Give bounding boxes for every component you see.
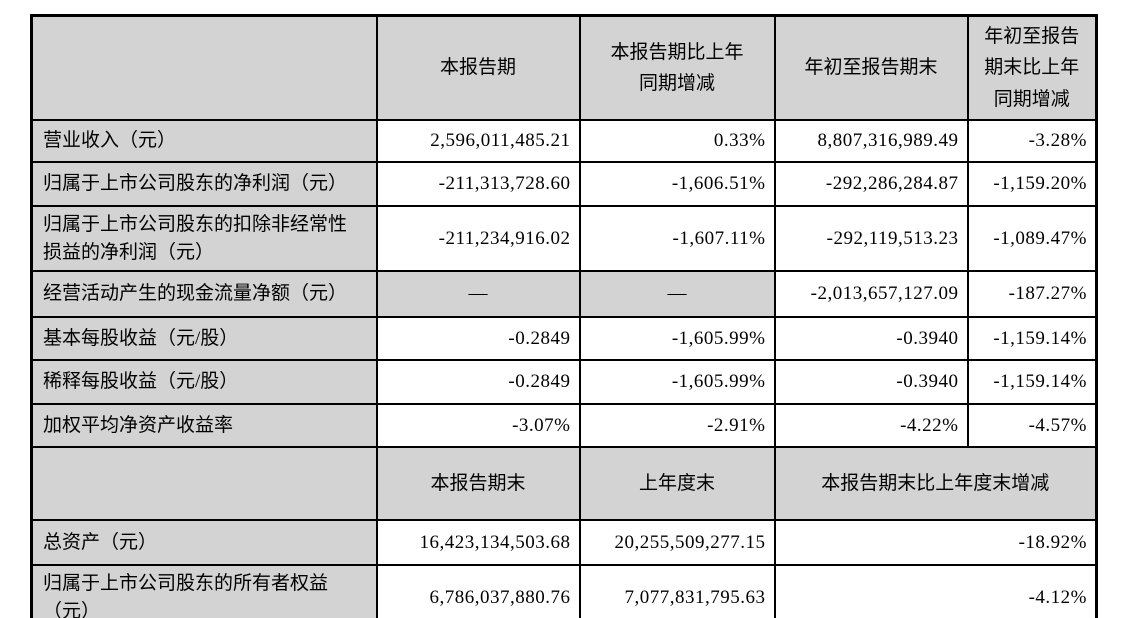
- row-label-equity-attributable-to-shareholders: 归属于上市公司股东的所有者权益 （元）: [30, 564, 378, 618]
- cell-value: -187.27%: [966, 270, 1098, 319]
- table-row: 本报告期 本报告期比上年 同期增减 年初至报告期末 年初至报告 期末比上年 同期…: [30, 14, 1098, 122]
- cell-value: -18.92%: [773, 519, 1098, 567]
- header-year-to-date: 年初至报告期末: [773, 14, 969, 122]
- cell-value: 8,807,316,989.49: [773, 119, 969, 164]
- cell-value: 0.33%: [578, 119, 776, 164]
- cell-value: 2,596,011,485.21: [375, 119, 581, 164]
- cell-value: -1,605.99%: [578, 316, 776, 362]
- cell-value: -4.12%: [773, 564, 1098, 618]
- row-label-total-assets: 总资产（元）: [30, 519, 378, 567]
- row-label-net-profit-excl-nonrecurring: 归属于上市公司股东的扣除非经常性 损益的净利润（元）: [30, 205, 378, 273]
- table-row: 归属于上市公司股东的所有者权益 （元） 6,786,037,880.76 7,0…: [30, 564, 1098, 618]
- cell-value: -1,607.11%: [578, 205, 776, 273]
- cell-value: -1,089.47%: [966, 205, 1098, 273]
- cell-empty-dash: —: [578, 270, 776, 319]
- cell-value: -0.2849: [375, 316, 581, 362]
- cell-value: -3.07%: [375, 403, 581, 449]
- cell-value: -4.22%: [773, 403, 969, 449]
- table-row: 归属于上市公司股东的净利润（元） -211,313,728.60 -1,606.…: [30, 161, 1098, 208]
- cell-value: -1,159.14%: [966, 359, 1098, 406]
- cell-value: -292,286,284.87: [773, 161, 969, 208]
- cell-value: -2,013,657,127.09: [773, 270, 969, 319]
- table-row: 经营活动产生的现金流量净额（元） — — -2,013,657,127.09 -…: [30, 270, 1098, 319]
- row-label-basic-eps: 基本每股收益（元/股）: [30, 316, 378, 362]
- cell-empty-dash: —: [375, 270, 581, 319]
- header-end-of-prior-year: 上年度末: [578, 446, 776, 522]
- header-end-of-period: 本报告期末: [375, 446, 581, 522]
- cell-value: 20,255,509,277.15: [578, 519, 776, 567]
- cell-value: -1,606.51%: [578, 161, 776, 208]
- cell-value: -1,159.20%: [966, 161, 1098, 208]
- table-row: 营业收入（元） 2,596,011,485.21 0.33% 8,807,316…: [30, 119, 1098, 164]
- table-row: 归属于上市公司股东的扣除非经常性 损益的净利润（元） -211,234,916.…: [30, 205, 1098, 273]
- cell-value: 16,423,134,503.68: [375, 519, 581, 567]
- financial-summary-table: 本报告期 本报告期比上年 同期增减 年初至报告期末 年初至报告 期末比上年 同期…: [30, 14, 1098, 618]
- table-row: 总资产（元） 16,423,134,503.68 20,255,509,277.…: [30, 519, 1098, 567]
- header-current-vs-prior-year: 本报告期比上年 同期增减: [578, 14, 776, 122]
- cell-value: -4.57%: [966, 403, 1098, 449]
- row-label-net-profit: 归属于上市公司股东的净利润（元）: [30, 161, 378, 208]
- row-label-diluted-eps: 稀释每股收益（元/股）: [30, 359, 378, 406]
- cell-value: -0.3940: [773, 359, 969, 406]
- header-period-end-vs-prior-year-end: 本报告期末比上年度末增减: [773, 446, 1098, 522]
- table-row: 稀释每股收益（元/股） -0.2849 -1,605.99% -0.3940 -…: [30, 359, 1098, 406]
- header-current-period: 本报告期: [375, 14, 581, 122]
- table-row: 本报告期末 上年度末 本报告期末比上年度末增减: [30, 446, 1098, 522]
- cell-value: -0.3940: [773, 316, 969, 362]
- cell-value: -1,605.99%: [578, 359, 776, 406]
- cell-value: -3.28%: [966, 119, 1098, 164]
- table-row: 基本每股收益（元/股） -0.2849 -1,605.99% -0.3940 -…: [30, 316, 1098, 362]
- cell-value: -2.91%: [578, 403, 776, 449]
- cell-value: -211,234,916.02: [375, 205, 581, 273]
- row-label-weighted-avg-roe: 加权平均净资产收益率: [30, 403, 378, 449]
- row-label-operating-cash-flow: 经营活动产生的现金流量净额（元）: [30, 270, 378, 319]
- corner-cell: [30, 446, 378, 522]
- cell-value: -1,159.14%: [966, 316, 1098, 362]
- header-ytd-vs-prior-year: 年初至报告 期末比上年 同期增减: [966, 14, 1098, 122]
- table-row: 加权平均净资产收益率 -3.07% -2.91% -4.22% -4.57%: [30, 403, 1098, 449]
- corner-cell: [30, 14, 378, 122]
- cell-value: -211,313,728.60: [375, 161, 581, 208]
- cell-value: 6,786,037,880.76: [375, 564, 581, 618]
- row-label-operating-revenue: 营业收入（元）: [30, 119, 378, 164]
- cell-value: -0.2849: [375, 359, 581, 406]
- cell-value: 7,077,831,795.63: [578, 564, 776, 618]
- cell-value: -292,119,513.23: [773, 205, 969, 273]
